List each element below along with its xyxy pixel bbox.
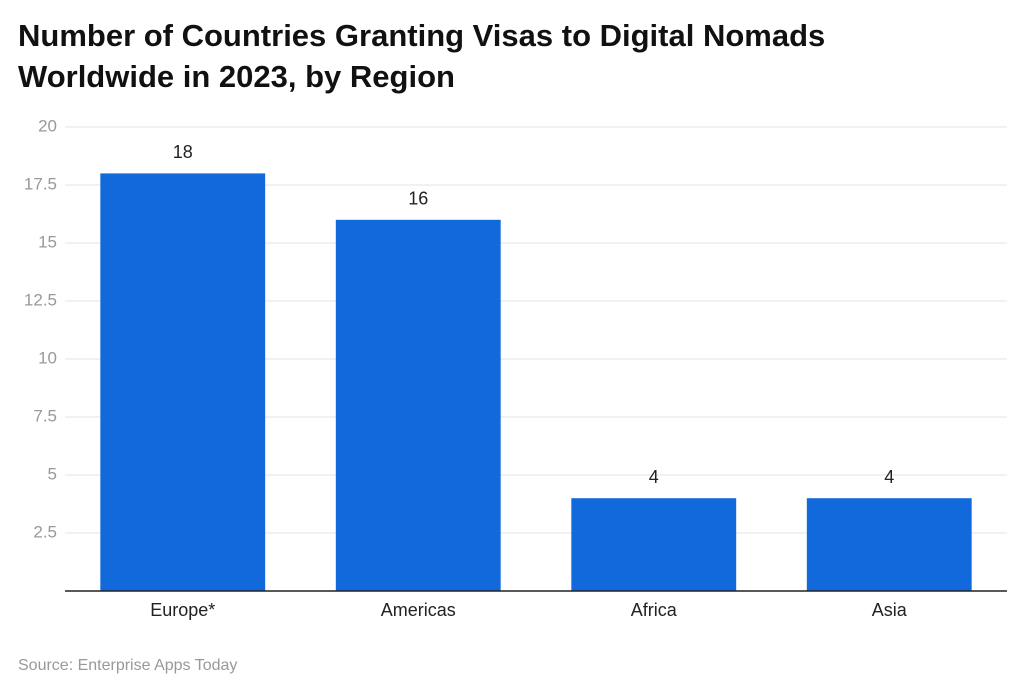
chart-title: Number of Countries Granting Visas to Di…: [18, 18, 825, 53]
bar: [335, 219, 501, 592]
y-tick-label: 12.5: [24, 290, 57, 309]
value-label: 16: [408, 189, 428, 209]
y-tick-label: 7.5: [33, 406, 57, 425]
source-note: Source: Enterprise Apps Today: [18, 657, 237, 674]
y-tick-label: 15: [38, 232, 57, 251]
value-label: 18: [173, 142, 193, 162]
y-tick-label: 2.5: [33, 522, 57, 541]
value-label: 4: [884, 467, 894, 487]
bar: [571, 498, 737, 591]
y-tick-label: 10: [38, 348, 57, 367]
y-tick-label: 5: [48, 464, 57, 483]
y-tick-label: 20: [38, 116, 57, 135]
chart-subtitle: Worldwide in 2023, by Region: [18, 59, 455, 94]
x-tick-label: Americas: [381, 600, 456, 620]
bar: [100, 173, 266, 591]
x-tick-label: Asia: [872, 600, 908, 620]
y-tick-label: 17.5: [24, 174, 57, 193]
bar: [806, 498, 972, 591]
x-tick-label: Africa: [631, 600, 678, 620]
value-label: 4: [649, 467, 659, 487]
x-tick-label: Europe*: [150, 600, 215, 620]
